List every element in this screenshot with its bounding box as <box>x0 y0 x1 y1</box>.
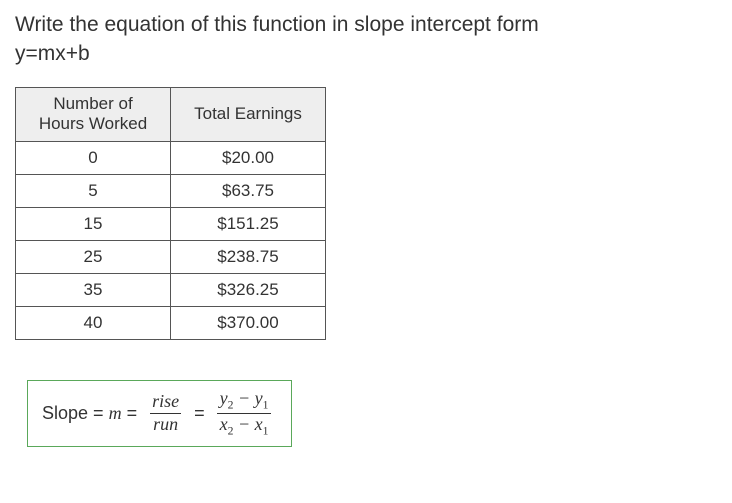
cell-earnings: $238.75 <box>171 240 326 273</box>
x1-var: x <box>255 414 263 434</box>
cell-hours: 5 <box>16 174 171 207</box>
table-row: 25 $238.75 <box>16 240 326 273</box>
cell-hours: 25 <box>16 240 171 273</box>
fraction-y-x: y2 − y1 x2 − x1 <box>217 389 272 439</box>
table-header-row: Number of Hours Worked Total Earnings <box>16 87 326 141</box>
slope-formula-box: Slope = m = rise run = y2 − y1 x2 − x1 <box>27 380 292 448</box>
data-table: Number of Hours Worked Total Earnings 0 … <box>15 87 326 340</box>
cell-hours: 35 <box>16 273 171 306</box>
slope-m: m <box>109 403 122 423</box>
minus-bot: − <box>233 414 254 434</box>
cell-earnings: $20.00 <box>171 141 326 174</box>
y1-sub: 1 <box>263 398 269 411</box>
table-row: 40 $370.00 <box>16 306 326 339</box>
x2-var: x <box>220 414 228 434</box>
cell-hours: 40 <box>16 306 171 339</box>
table-row: 5 $63.75 <box>16 174 326 207</box>
question-line2: y=mx+b <box>15 42 90 65</box>
frac-run: run <box>150 413 181 435</box>
table-row: 0 $20.00 <box>16 141 326 174</box>
minus-top: − <box>233 388 254 408</box>
slope-lhs: Slope = m = <box>42 403 137 424</box>
col-header-earnings: Total Earnings <box>171 87 326 141</box>
cell-hours: 0 <box>16 141 171 174</box>
frac-num-y: y2 − y1 <box>217 389 272 413</box>
question-text: Write the equation of this function in s… <box>15 10 717 69</box>
cell-earnings: $326.25 <box>171 273 326 306</box>
table-row: 35 $326.25 <box>16 273 326 306</box>
slope-eq1: = <box>122 403 138 423</box>
table-row: 15 $151.25 <box>16 207 326 240</box>
frac-den-x: x2 − x1 <box>217 413 272 438</box>
x1-sub: 1 <box>263 425 269 438</box>
col-header-hours-l1: Number of <box>53 94 132 113</box>
slope-text: Slope = <box>42 403 109 423</box>
slope-eq2: = <box>194 403 205 424</box>
col-header-hours: Number of Hours Worked <box>16 87 171 141</box>
y2-var: y <box>220 388 228 408</box>
cell-earnings: $151.25 <box>171 207 326 240</box>
cell-earnings: $63.75 <box>171 174 326 207</box>
cell-hours: 15 <box>16 207 171 240</box>
y1-var: y <box>255 388 263 408</box>
col-header-hours-l2: Hours Worked <box>39 114 147 133</box>
cell-earnings: $370.00 <box>171 306 326 339</box>
fraction-rise-run: rise run <box>149 392 182 435</box>
question-line1: Write the equation of this function in s… <box>15 13 539 36</box>
frac-rise: rise <box>149 392 182 413</box>
